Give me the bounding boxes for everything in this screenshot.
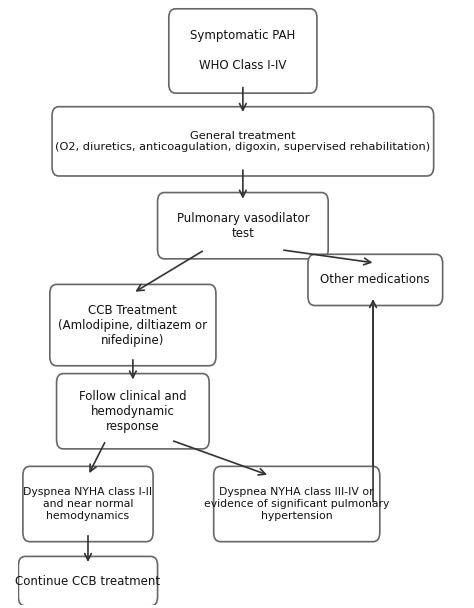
Text: General treatment
(O2, diuretics, anticoagulation, digoxin, supervised rehabilit: General treatment (O2, diuretics, antico… — [55, 131, 430, 152]
FancyBboxPatch shape — [214, 466, 380, 542]
Text: Pulmonary vasodilator
test: Pulmonary vasodilator test — [176, 212, 309, 240]
FancyBboxPatch shape — [169, 9, 317, 93]
Text: Dyspnea NYHA class III-IV or
evidence of significant pulmonary
hypertension: Dyspnea NYHA class III-IV or evidence of… — [204, 488, 390, 520]
Text: CCB Treatment
(Amlodipine, diltiazem or
nifedipine): CCB Treatment (Amlodipine, diltiazem or … — [58, 303, 208, 347]
Text: Continue CCB treatment: Continue CCB treatment — [16, 575, 161, 587]
Text: Follow clinical and
hemodynamic
response: Follow clinical and hemodynamic response — [79, 390, 187, 433]
FancyBboxPatch shape — [18, 556, 157, 606]
FancyBboxPatch shape — [50, 285, 216, 366]
Text: Symptomatic PAH

WHO Class I-IV: Symptomatic PAH WHO Class I-IV — [190, 29, 295, 72]
FancyBboxPatch shape — [157, 193, 328, 259]
FancyBboxPatch shape — [308, 254, 443, 305]
Text: Dyspnea NYHA class I-II
and near normal
hemodynamics: Dyspnea NYHA class I-II and near normal … — [23, 488, 153, 520]
FancyBboxPatch shape — [52, 106, 434, 176]
FancyBboxPatch shape — [23, 466, 153, 542]
FancyBboxPatch shape — [56, 373, 209, 449]
Text: Other medications: Other medications — [320, 274, 430, 286]
